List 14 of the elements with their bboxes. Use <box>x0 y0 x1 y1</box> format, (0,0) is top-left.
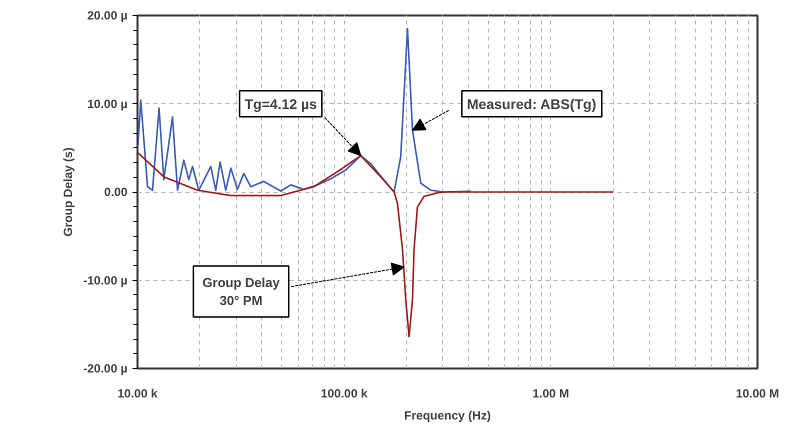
annotation: Tg=4.12 µs <box>244 96 318 112</box>
x-tick-label: 100.00 k <box>320 386 368 400</box>
x-tick-label: 10.00 k <box>117 386 158 400</box>
y-tick-label: 0.00 <box>104 185 128 199</box>
y-tick-label: 10.00 µ <box>87 96 128 111</box>
x-axis-title: Frequency (Hz) <box>404 408 491 422</box>
x-tick-label: 1.00 M <box>532 386 570 400</box>
y-tick-label: -20.00 µ <box>83 362 128 376</box>
annotation: Measured: ABS(Tg) <box>466 96 596 112</box>
y-tick-label: 20.00 µ <box>87 8 128 22</box>
y-tick-label: -10.00 µ <box>83 273 128 288</box>
annotation: Group Delay 30° PM <box>202 275 280 308</box>
x-tick-label: 10.00 M <box>736 386 780 400</box>
y-axis-title: Group Delay (s) <box>61 147 76 237</box>
